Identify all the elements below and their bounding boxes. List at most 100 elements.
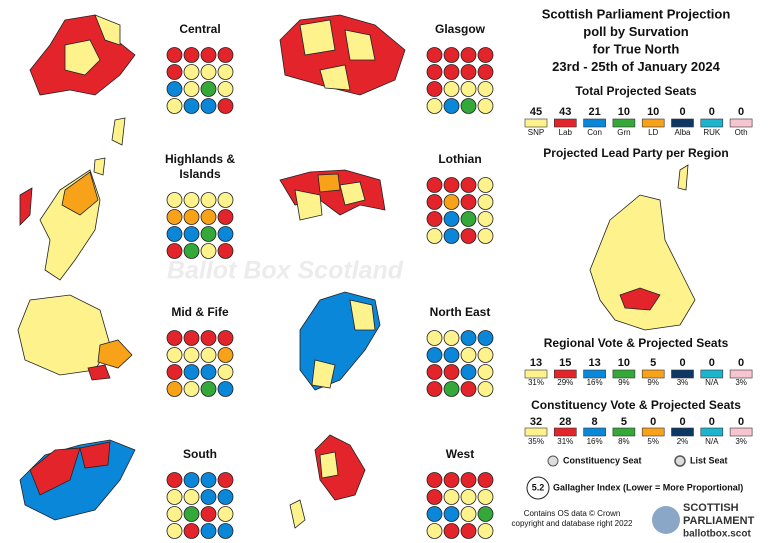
lead-map <box>589 164 696 331</box>
seat-dot <box>200 472 217 488</box>
seat-dot <box>217 523 234 539</box>
seat-dot <box>217 364 234 380</box>
seat-dot <box>217 381 234 397</box>
seat-dot <box>183 98 200 114</box>
seat-dot <box>477 81 494 97</box>
seat-dot <box>460 211 477 227</box>
seat-dot <box>426 194 443 210</box>
party-swatch <box>553 369 577 379</box>
seat-dot <box>443 381 460 397</box>
seat-dot <box>477 472 494 488</box>
region-name: North East <box>430 305 491 319</box>
logo-text: SCOTTISH <box>683 502 739 514</box>
seat-dot <box>200 489 217 505</box>
seat-dot <box>166 523 183 539</box>
seat-dot <box>166 226 183 242</box>
party-swatch <box>729 118 753 128</box>
seat-dot <box>477 211 494 227</box>
seat-count: 0 <box>738 416 744 428</box>
lead-heading: Projected Lead Party per Region <box>543 146 728 160</box>
seat-dot <box>183 381 200 397</box>
seat-count: 5 <box>621 416 627 428</box>
seat-dot <box>460 177 477 193</box>
seat-dot <box>166 330 183 346</box>
seat-dot <box>460 523 477 539</box>
party-swatch <box>700 369 724 379</box>
map-glasgow <box>279 14 406 96</box>
region-name: Highlands & <box>165 152 235 166</box>
vote-share: 16% <box>587 378 603 387</box>
seat-count: 0 <box>709 357 715 369</box>
seat-dot <box>166 81 183 97</box>
seat-dot <box>217 47 234 63</box>
seat-count: 0 <box>679 416 685 428</box>
seat-dot <box>166 472 183 488</box>
seat-dot <box>477 330 494 346</box>
legend-list: List Seat <box>690 455 728 465</box>
panel-heading: Total Projected Seats <box>575 84 696 98</box>
seat-dot <box>217 330 234 346</box>
region-name: Islands <box>179 167 221 181</box>
seat-dot <box>477 506 494 522</box>
party-label: Con <box>587 128 602 137</box>
party-swatch <box>612 118 636 128</box>
credit-line: copyright and database right 2022 <box>512 519 634 528</box>
vote-share: 35% <box>528 437 544 446</box>
seat-count: 32 <box>530 416 542 428</box>
panel-heading: Regional Vote & Projected Seats <box>544 336 729 350</box>
seat-dot <box>460 347 477 363</box>
seat-dot <box>217 98 234 114</box>
map-northeast <box>299 291 381 391</box>
seat-dot <box>200 243 217 259</box>
seat-dot <box>200 347 217 363</box>
seat-dot <box>166 506 183 522</box>
seat-dot <box>477 194 494 210</box>
seat-dot <box>477 523 494 539</box>
legend-list-icon <box>674 455 686 467</box>
seat-dot <box>426 381 443 397</box>
party-swatch <box>553 427 577 437</box>
party-swatch <box>671 427 694 437</box>
seat-dot <box>200 81 217 97</box>
party-label: RUK <box>703 128 721 137</box>
vote-share: 9% <box>618 378 630 387</box>
seat-dot <box>460 489 477 505</box>
seat-dot <box>217 81 234 97</box>
region-name: South <box>183 447 217 461</box>
vote-share: 5% <box>647 437 659 446</box>
seat-dot <box>477 228 494 244</box>
party-swatch <box>729 369 753 379</box>
seat-dot <box>183 243 200 259</box>
seat-count: 13 <box>530 357 542 369</box>
party-swatch <box>612 369 636 379</box>
seat-dot <box>426 64 443 80</box>
seat-dot <box>477 47 494 63</box>
title-line: for True North <box>593 41 680 56</box>
seat-count: 28 <box>559 416 571 428</box>
seat-dot <box>477 98 494 114</box>
seat-count: 0 <box>738 106 744 118</box>
seat-count: 10 <box>618 106 630 118</box>
seat-dot <box>426 364 443 380</box>
logo-icon <box>652 506 680 534</box>
vote-share: 3% <box>735 437 747 446</box>
vote-share: 2% <box>677 437 689 446</box>
seat-count: 45 <box>530 106 542 118</box>
seat-dot <box>166 209 183 225</box>
seat-dot <box>460 472 477 488</box>
party-swatch <box>641 118 665 128</box>
seat-dot <box>443 177 460 193</box>
seat-dot <box>426 347 443 363</box>
seat-dot <box>200 226 217 242</box>
seat-dot <box>426 177 443 193</box>
seat-dot <box>426 472 443 488</box>
seat-dot <box>443 347 460 363</box>
party-swatch <box>729 427 753 437</box>
seat-dot <box>460 506 477 522</box>
party-swatch <box>700 118 724 128</box>
party-swatch <box>641 369 665 379</box>
vote-share: 16% <box>587 437 603 446</box>
logo-text: ballotbox.scot <box>683 529 751 540</box>
seat-count: 0 <box>709 416 715 428</box>
seat-dot <box>426 228 443 244</box>
